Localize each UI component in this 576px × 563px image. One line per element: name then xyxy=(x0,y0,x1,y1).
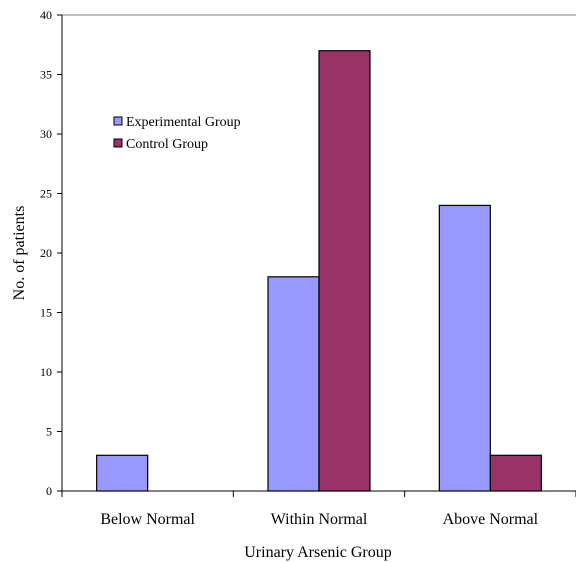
x-axis-title: Urinary Arsenic Group xyxy=(244,544,392,561)
bars xyxy=(96,50,542,492)
x-axis-categories: Below Normal Within Normal Above Normal xyxy=(61,491,576,528)
y-tick-label: 15 xyxy=(40,306,52,320)
y-axis-title: No. of patients xyxy=(11,206,28,301)
y-tick-label: 25 xyxy=(40,187,52,201)
bar-control-2 xyxy=(489,454,542,492)
y-tick-label: 30 xyxy=(40,127,52,141)
y-tick-label: 0 xyxy=(46,484,52,498)
y-tick-label: 20 xyxy=(40,246,52,260)
y-axis-ticks: 0 5 10 15 20 25 30 35 40 xyxy=(40,8,62,498)
y-tick-label: 35 xyxy=(40,68,52,82)
y-tick-label: 5 xyxy=(46,425,52,439)
y-tick-label: 40 xyxy=(40,8,52,22)
bar-experimental-0 xyxy=(96,454,149,492)
legend-box xyxy=(108,110,276,156)
x-tick-label: Within Normal xyxy=(271,511,368,528)
legend-label-control: Control Group xyxy=(126,137,208,152)
y-tick-label: 10 xyxy=(40,365,52,379)
x-tick-label: Below Normal xyxy=(100,511,195,528)
legend-swatch-experimental xyxy=(113,116,123,126)
legend-label-experimental: Experimental Group xyxy=(126,115,241,130)
bar-experimental-2 xyxy=(438,204,491,492)
bar-experimental-1 xyxy=(267,276,320,492)
bar-control-1 xyxy=(318,50,371,492)
legend: Experimental Group Control Group xyxy=(108,110,276,156)
x-tick-label: Above Normal xyxy=(443,511,539,528)
legend-swatch-control xyxy=(113,138,123,148)
